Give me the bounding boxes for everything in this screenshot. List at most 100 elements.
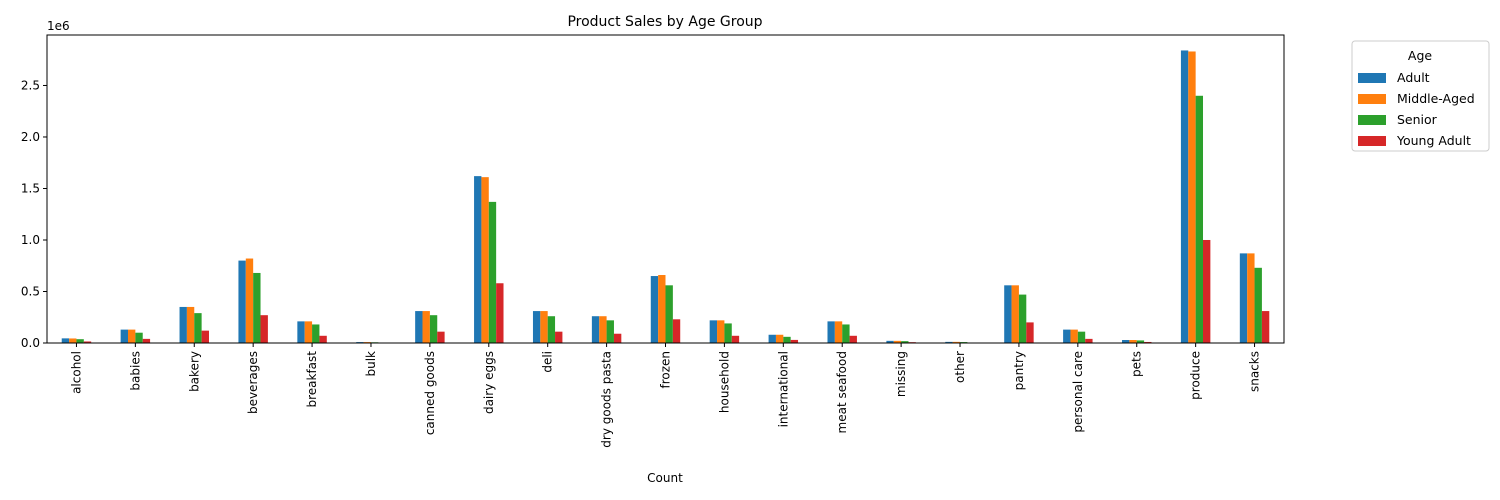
bar-middle-aged-snacks — [1247, 253, 1255, 343]
x-tick-label: deli — [541, 351, 555, 373]
bar-middle-aged-dairy-eggs — [481, 177, 489, 343]
y-tick-label: 0.5 — [21, 284, 40, 298]
bar-senior-babies — [135, 332, 143, 343]
bar-middle-aged-dry-goods-pasta — [599, 316, 607, 343]
legend-label-senior: Senior — [1397, 112, 1438, 127]
bar-senior-alcohol — [76, 339, 84, 343]
legend-label-young-adult: Young Adult — [1396, 133, 1471, 148]
legend-label-adult: Adult — [1397, 70, 1430, 85]
bar-adult-pantry — [1004, 285, 1012, 343]
bar-middle-aged-frozen — [658, 275, 666, 343]
bar-middle-aged-household — [717, 320, 725, 343]
bar-middle-aged-pantry — [1011, 285, 1019, 343]
bar-middle-aged-alcohol — [69, 338, 77, 343]
bar-adult-pets — [1122, 340, 1130, 343]
x-tick-label: dairy eggs — [482, 351, 496, 414]
bar-adult-meat-seafood — [827, 321, 835, 343]
bar-middle-aged-international — [775, 334, 784, 343]
bar-adult-frozen — [650, 276, 659, 343]
x-axis-label: Count — [647, 471, 683, 485]
bar-adult-babies — [120, 329, 128, 343]
legend-swatch-adult — [1358, 73, 1386, 83]
bar-middle-aged-pets — [1129, 340, 1137, 343]
bar-senior-international — [783, 336, 791, 343]
bar-middle-aged-meat-seafood — [834, 321, 843, 343]
bar-young-adult-meat-seafood — [849, 335, 857, 343]
bar-middle-aged-produce — [1188, 51, 1196, 344]
y-tick-label: 0.0 — [21, 336, 40, 350]
bar-adult-breakfast — [297, 321, 305, 343]
bar-senior-bakery — [194, 313, 202, 343]
legend-frame — [1351, 40, 1490, 152]
bar-young-adult-babies — [142, 338, 151, 343]
bar-senior-deli — [547, 316, 556, 343]
bar-young-adult-international — [790, 339, 799, 343]
bar-young-adult-dairy-eggs — [496, 283, 504, 343]
bar-senior-pantry — [1018, 294, 1027, 343]
bar-senior-household — [724, 323, 732, 343]
x-tick-label: produce — [1189, 351, 1203, 400]
x-tick-label: household — [717, 351, 731, 413]
y-tick-label: 1.5 — [21, 181, 40, 195]
bar-adult-alcohol — [61, 338, 70, 343]
x-tick-label: international — [776, 351, 790, 427]
bar-senior-meat-seafood — [842, 324, 850, 343]
x-tick-label: missing — [894, 351, 908, 397]
bar-senior-snacks — [1254, 267, 1262, 343]
bar-adult-other — [945, 341, 953, 343]
bar-young-adult-dry-goods-pasta — [613, 333, 622, 343]
bar-middle-aged-deli — [540, 311, 548, 343]
bar-senior-beverages — [253, 272, 261, 343]
bar-senior-dry-goods-pasta — [606, 320, 614, 343]
bar-adult-beverages — [238, 260, 246, 343]
bar-young-adult-household — [731, 335, 740, 343]
bar-young-adult-breakfast — [319, 335, 327, 343]
x-tick-label: pets — [1130, 351, 1144, 377]
y-tick-label: 2.0 — [21, 130, 40, 144]
legend-swatch-young-adult — [1358, 136, 1386, 146]
bar-senior-frozen — [665, 285, 673, 343]
bar-young-adult-deli — [555, 331, 563, 343]
bar-middle-aged-breakfast — [304, 321, 313, 343]
x-tick-label: meat seafood — [835, 351, 849, 433]
bar-senior-pets — [1136, 340, 1145, 343]
bar-adult-personal-care — [1063, 329, 1071, 343]
x-tick-label: beverages — [246, 351, 260, 414]
bar-young-adult-pets — [1144, 341, 1152, 343]
x-tick-label: bulk — [364, 351, 378, 377]
bar-adult-snacks — [1239, 253, 1248, 343]
y-tick-label: 1.0 — [21, 233, 40, 247]
bar-adult-international — [768, 334, 776, 343]
x-tick-label: pantry — [1012, 351, 1026, 390]
bar-adult-dry-goods-pasta — [591, 316, 600, 343]
legend-swatch-middle-aged — [1358, 94, 1386, 104]
bar-middle-aged-beverages — [245, 258, 254, 343]
bar-adult-bakery — [179, 306, 187, 343]
bar-young-adult-beverages — [260, 315, 268, 343]
legend: Age Adult Middle-Aged Senior Young Adult — [1351, 40, 1490, 152]
legend-label-middle-aged: Middle-Aged — [1397, 91, 1475, 106]
x-tick-label: canned goods — [423, 351, 437, 435]
x-tick-label: frozen — [659, 351, 673, 389]
x-tick-label: alcohol — [69, 351, 83, 394]
bar-adult-dairy-eggs — [474, 176, 482, 343]
x-tick-label: babies — [128, 351, 142, 391]
bar-middle-aged-other — [952, 341, 961, 343]
x-tick-label: dry goods pasta — [600, 351, 614, 448]
bar-middle-aged-babies — [127, 329, 136, 343]
bar-adult-missing — [886, 340, 894, 343]
bar-senior-dairy-eggs — [488, 201, 497, 343]
bar-middle-aged-bakery — [186, 306, 195, 343]
bar-middle-aged-missing — [893, 340, 902, 343]
x-tick-label: snacks — [1248, 351, 1262, 392]
bar-young-adult-canned-goods — [437, 331, 445, 343]
bar-senior-canned-goods — [429, 315, 438, 343]
bar-adult-household — [709, 320, 718, 343]
bar-young-adult-personal-care — [1085, 338, 1093, 343]
bar-senior-missing — [901, 341, 909, 343]
legend-swatch-senior — [1358, 115, 1386, 125]
bars-group — [61, 50, 1270, 344]
bar-middle-aged-personal-care — [1070, 329, 1078, 343]
y-tick-label: 2.5 — [21, 78, 40, 92]
